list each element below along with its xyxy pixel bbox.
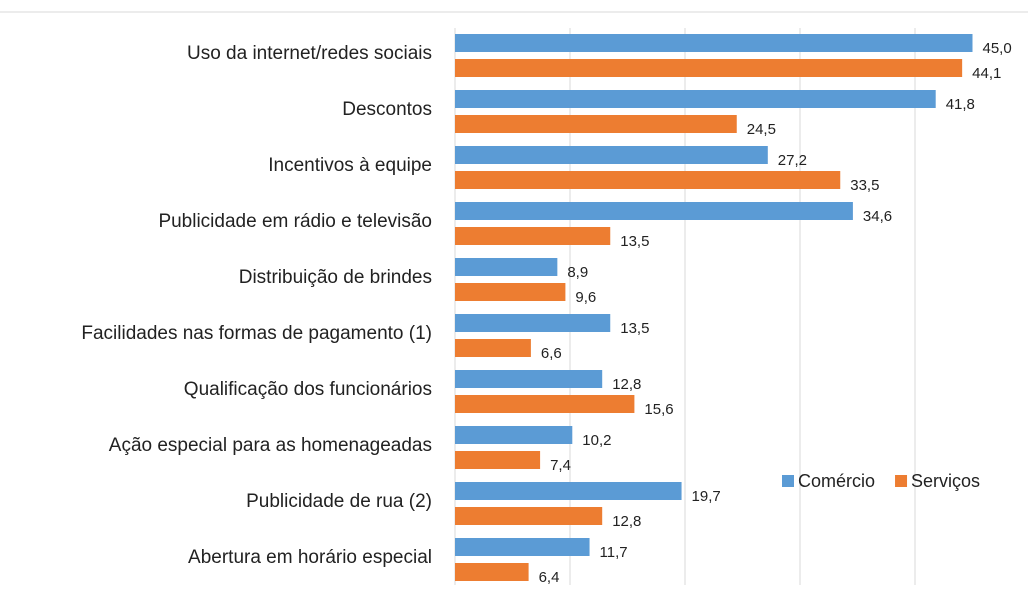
legend-label: Comércio bbox=[798, 471, 875, 491]
bar bbox=[455, 59, 963, 77]
legend-swatch bbox=[782, 475, 794, 487]
data-label: 24,5 bbox=[747, 121, 776, 138]
category-label: Publicidade de rua (2) bbox=[246, 491, 432, 512]
legend-label: Serviços bbox=[911, 471, 980, 491]
bar bbox=[455, 563, 529, 581]
category-label: Abertura em horário especial bbox=[188, 547, 432, 568]
data-label: 41,8 bbox=[946, 96, 975, 113]
category-label: Descontos bbox=[342, 99, 432, 120]
data-label: 9,6 bbox=[575, 289, 596, 306]
bar bbox=[455, 426, 573, 444]
bar bbox=[455, 146, 768, 164]
bar bbox=[455, 227, 611, 245]
data-label: 19,7 bbox=[692, 488, 721, 505]
data-label: 34,6 bbox=[863, 208, 892, 225]
legend-swatch bbox=[895, 475, 908, 487]
bar bbox=[455, 482, 682, 500]
data-label: 10,2 bbox=[582, 432, 611, 449]
data-label: 12,8 bbox=[612, 376, 641, 393]
bar bbox=[455, 370, 603, 388]
category-label: Uso da internet/redes sociais bbox=[187, 43, 432, 64]
category-label: Qualificação dos funcionários bbox=[184, 379, 432, 400]
data-label: 15,6 bbox=[644, 401, 673, 418]
bar bbox=[455, 90, 936, 108]
category-label: Incentivos à equipe bbox=[268, 155, 432, 176]
bar bbox=[455, 171, 841, 189]
bar bbox=[455, 34, 973, 52]
bar bbox=[455, 395, 635, 413]
data-label: 6,6 bbox=[541, 345, 562, 362]
data-label: 45,0 bbox=[983, 40, 1012, 57]
data-label: 13,5 bbox=[620, 233, 649, 250]
bar bbox=[455, 507, 603, 525]
bar bbox=[455, 451, 541, 469]
data-label: 44,1 bbox=[972, 65, 1001, 82]
bar bbox=[455, 314, 611, 332]
data-label: 13,5 bbox=[620, 320, 649, 337]
category-label: Ação especial para as homenageadas bbox=[109, 435, 432, 456]
bar bbox=[455, 115, 737, 133]
data-label: 27,2 bbox=[778, 152, 807, 169]
category-label: Publicidade em rádio e televisão bbox=[158, 211, 432, 232]
data-label: 12,8 bbox=[612, 513, 641, 530]
bar bbox=[455, 339, 531, 357]
data-label: 33,5 bbox=[850, 177, 879, 194]
data-label: 6,4 bbox=[539, 569, 560, 586]
data-label: 11,7 bbox=[600, 544, 628, 561]
category-label: Distribuição de brindes bbox=[239, 267, 432, 288]
data-label: 8,9 bbox=[567, 264, 588, 281]
bar bbox=[455, 258, 558, 276]
data-label: 7,4 bbox=[550, 457, 571, 474]
bar bbox=[455, 202, 853, 220]
bar bbox=[455, 283, 566, 301]
category-label: Facilidades nas formas de pagamento (1) bbox=[81, 323, 432, 344]
bar bbox=[455, 538, 590, 556]
